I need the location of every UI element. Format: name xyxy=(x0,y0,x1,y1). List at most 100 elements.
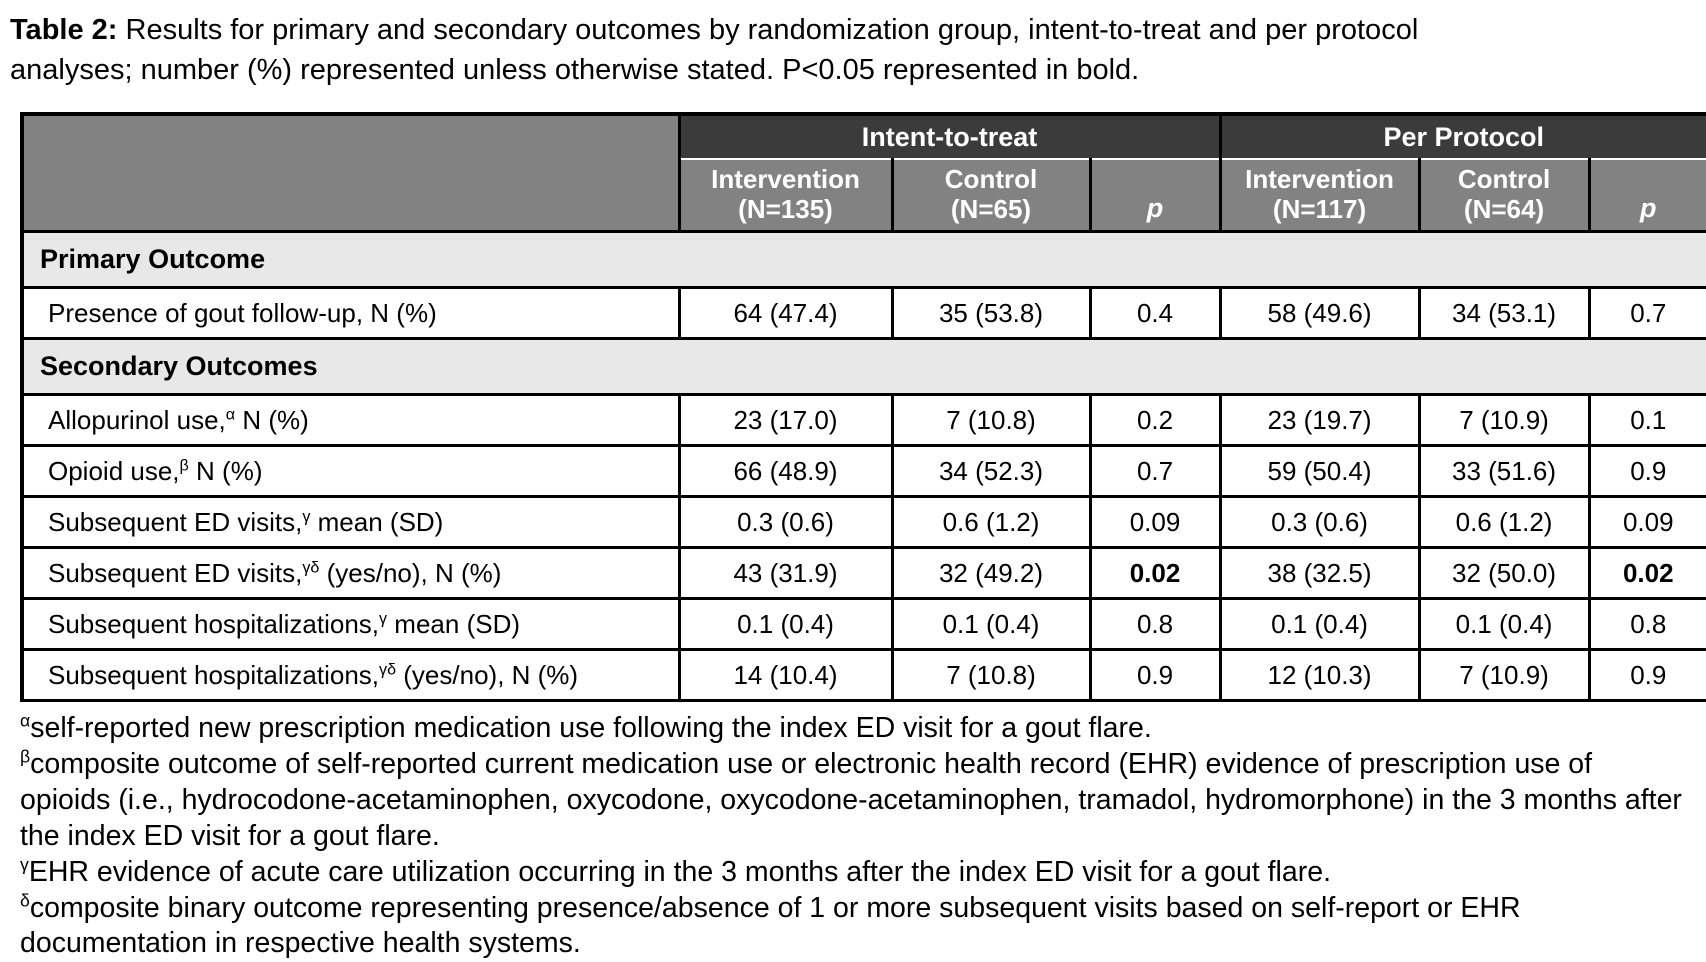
column-header-itt-intervention: Intervention (N=135) xyxy=(677,159,892,234)
table-row: Opioid use,β N (%) 66 (48.9) 34 (52.3) 0… xyxy=(20,444,1706,499)
row-label-sup: γ xyxy=(379,608,388,627)
row-label-sup: β xyxy=(179,455,189,474)
column-header-itt-control: Control (N=65) xyxy=(890,159,1090,234)
cell-itt-intervention: 64 (47.4) xyxy=(677,286,894,341)
cell-pp-p: 0.9 xyxy=(1587,444,1706,499)
cell-pp-p: 0.9 xyxy=(1587,648,1706,703)
row-label-text: Subsequent hospitalizations, xyxy=(48,659,380,690)
column-header-pp-p: p xyxy=(1587,159,1706,234)
column-header-pp-control: Control (N=64) xyxy=(1417,159,1590,234)
row-label-text: N (%) xyxy=(188,455,263,486)
cell-itt-p: 0.4 xyxy=(1088,286,1222,341)
footnote-marker: γ xyxy=(20,854,29,875)
row-label-text: N (%) xyxy=(235,404,309,435)
row-label-text: Subsequent hospitalizations, xyxy=(48,608,380,639)
row-label-text: Presence of gout follow-up, N (%) xyxy=(48,297,437,328)
group-header-per-protocol: Per Protocol xyxy=(1218,114,1706,161)
row-label-text: (yes/no), N (%) xyxy=(396,659,579,690)
footnote-marker: δ xyxy=(20,890,30,911)
cell-itt-p: 0.7 xyxy=(1088,444,1222,499)
cell-pp-intervention: 0.3 (0.6) xyxy=(1218,495,1421,550)
cell-itt-intervention: 66 (48.9) xyxy=(677,444,894,499)
row-label-text: Subsequent ED visits, xyxy=(48,506,303,537)
cell-itt-intervention: 14 (10.4) xyxy=(677,648,894,703)
cell-itt-intervention: 0.1 (0.4) xyxy=(677,597,894,652)
row-label-sup: γδ xyxy=(379,659,397,678)
footnote-text: self-reported new prescription medicatio… xyxy=(30,712,1152,745)
cell-itt-control: 0.6 (1.2) xyxy=(890,495,1092,550)
cell-pp-p: 0.8 xyxy=(1587,597,1706,652)
column-header-text: Intervention xyxy=(1245,164,1394,195)
group-header-row: Intent-to-treat Per Protocol xyxy=(22,114,1706,232)
table-row: Presence of gout follow-up, N (%) 64 (47… xyxy=(20,286,1706,341)
row-label: Subsequent ED visits,γ mean (SD) xyxy=(20,495,681,550)
cell-itt-p: 0.9 xyxy=(1088,648,1222,703)
cell-pp-control: 33 (51.6) xyxy=(1417,444,1591,499)
row-label-sup: γ xyxy=(302,506,311,525)
cell-pp-control: 7 (10.9) xyxy=(1417,393,1591,448)
cell-pp-control: 0.6 (1.2) xyxy=(1417,495,1591,550)
footnote-text: composite outcome of self-reported curre… xyxy=(20,747,1682,852)
row-label: Subsequent hospitalizations,γ mean (SD) xyxy=(20,597,681,652)
cell-itt-control: 35 (53.8) xyxy=(890,286,1092,341)
table-caption: Table 2: Results for primary and seconda… xyxy=(10,10,1470,90)
row-label: Opioid use,β N (%) xyxy=(20,444,681,499)
column-header-text: Control xyxy=(1457,164,1551,195)
cell-pp-intervention: 23 (19.7) xyxy=(1218,393,1421,448)
caption-label: Table 2: xyxy=(10,14,118,46)
row-label-text: Allopurinol use, xyxy=(48,404,226,435)
row-label: Allopurinol use,α N (%) xyxy=(20,393,681,448)
footnote-delta: δcomposite binary outcome representing p… xyxy=(20,891,1690,962)
cell-pp-p: 0.1 xyxy=(1587,393,1706,448)
column-header-n: (N=117) xyxy=(1272,194,1367,225)
section-title: Primary Outcome xyxy=(22,230,1706,290)
table-row: Subsequent hospitalizations,γδ (yes/no),… xyxy=(20,648,1706,703)
cell-itt-control: 7 (10.8) xyxy=(890,393,1092,448)
cell-itt-control: 34 (52.3) xyxy=(890,444,1092,499)
row-label-text: mean (SD) xyxy=(310,506,444,537)
table-row: Allopurinol use,α N (%) 23 (17.0) 7 (10.… xyxy=(20,393,1706,448)
cell-pp-control: 7 (10.9) xyxy=(1417,648,1591,703)
column-header-row: Intervention (N=135) Control (N=65) p Inte… xyxy=(22,159,1706,234)
cell-itt-intervention: 43 (31.9) xyxy=(677,546,894,601)
results-table: Intent-to-treat Per Protocol Interventio… xyxy=(20,112,1706,703)
column-header-text: Control xyxy=(944,164,1038,195)
cell-itt-control: 32 (49.2) xyxy=(890,546,1092,601)
cell-itt-control: 0.1 (0.4) xyxy=(890,597,1092,652)
cell-pp-control: 34 (53.1) xyxy=(1417,286,1591,341)
footnotes: αself-reported new prescription medicati… xyxy=(20,711,1690,962)
column-header-n: (N=135) xyxy=(738,194,833,225)
cell-pp-intervention: 59 (50.4) xyxy=(1218,444,1421,499)
footnote-text: composite binary outcome representing pr… xyxy=(20,891,1521,960)
cell-itt-p: 0.8 xyxy=(1088,597,1222,652)
cell-pp-intervention: 12 (10.3) xyxy=(1218,648,1421,703)
column-header-n: (N=65) xyxy=(950,194,1032,225)
column-header-itt-p: p xyxy=(1088,159,1221,234)
row-label-text: Opioid use, xyxy=(48,455,180,486)
row-label-text: mean (SD) xyxy=(387,608,520,639)
corner-cell xyxy=(22,114,681,232)
column-header-text: Intervention xyxy=(711,164,860,195)
section-row-primary-outcome: Primary Outcome xyxy=(22,230,1706,290)
table-row: Subsequent ED visits,γδ (yes/no), N (%) … xyxy=(20,546,1706,601)
cell-itt-intervention: 23 (17.0) xyxy=(677,393,894,448)
column-header-n: (N=64) xyxy=(1463,194,1545,225)
footnote-beta: βcomposite outcome of self-reported curr… xyxy=(20,747,1690,855)
cell-itt-control: 7 (10.8) xyxy=(890,648,1092,703)
column-header-pp-intervention: Intervention (N=117) xyxy=(1218,159,1420,234)
table-row: Subsequent hospitalizations,γ mean (SD) … xyxy=(20,597,1706,652)
caption-text: Results for primary and secondary outcom… xyxy=(10,14,1419,87)
footnote-alpha: αself-reported new prescription medicati… xyxy=(20,711,1690,747)
row-label-sup: α xyxy=(225,404,236,423)
cell-pp-p: 0.09 xyxy=(1587,495,1706,550)
group-header-intent-to-treat: Intent-to-treat xyxy=(677,114,1221,161)
cell-pp-intervention: 0.1 (0.4) xyxy=(1218,597,1421,652)
cell-itt-p: 0.02 xyxy=(1088,546,1222,601)
table-row: Subsequent ED visits,γ mean (SD) 0.3 (0.… xyxy=(20,495,1706,550)
cell-pp-intervention: 58 (49.6) xyxy=(1218,286,1421,341)
cell-pp-control: 0.1 (0.4) xyxy=(1417,597,1591,652)
cell-pp-control: 32 (50.0) xyxy=(1417,546,1591,601)
section-row-secondary-outcomes: Secondary Outcomes xyxy=(22,337,1706,397)
row-label-sup: γδ xyxy=(302,557,320,576)
